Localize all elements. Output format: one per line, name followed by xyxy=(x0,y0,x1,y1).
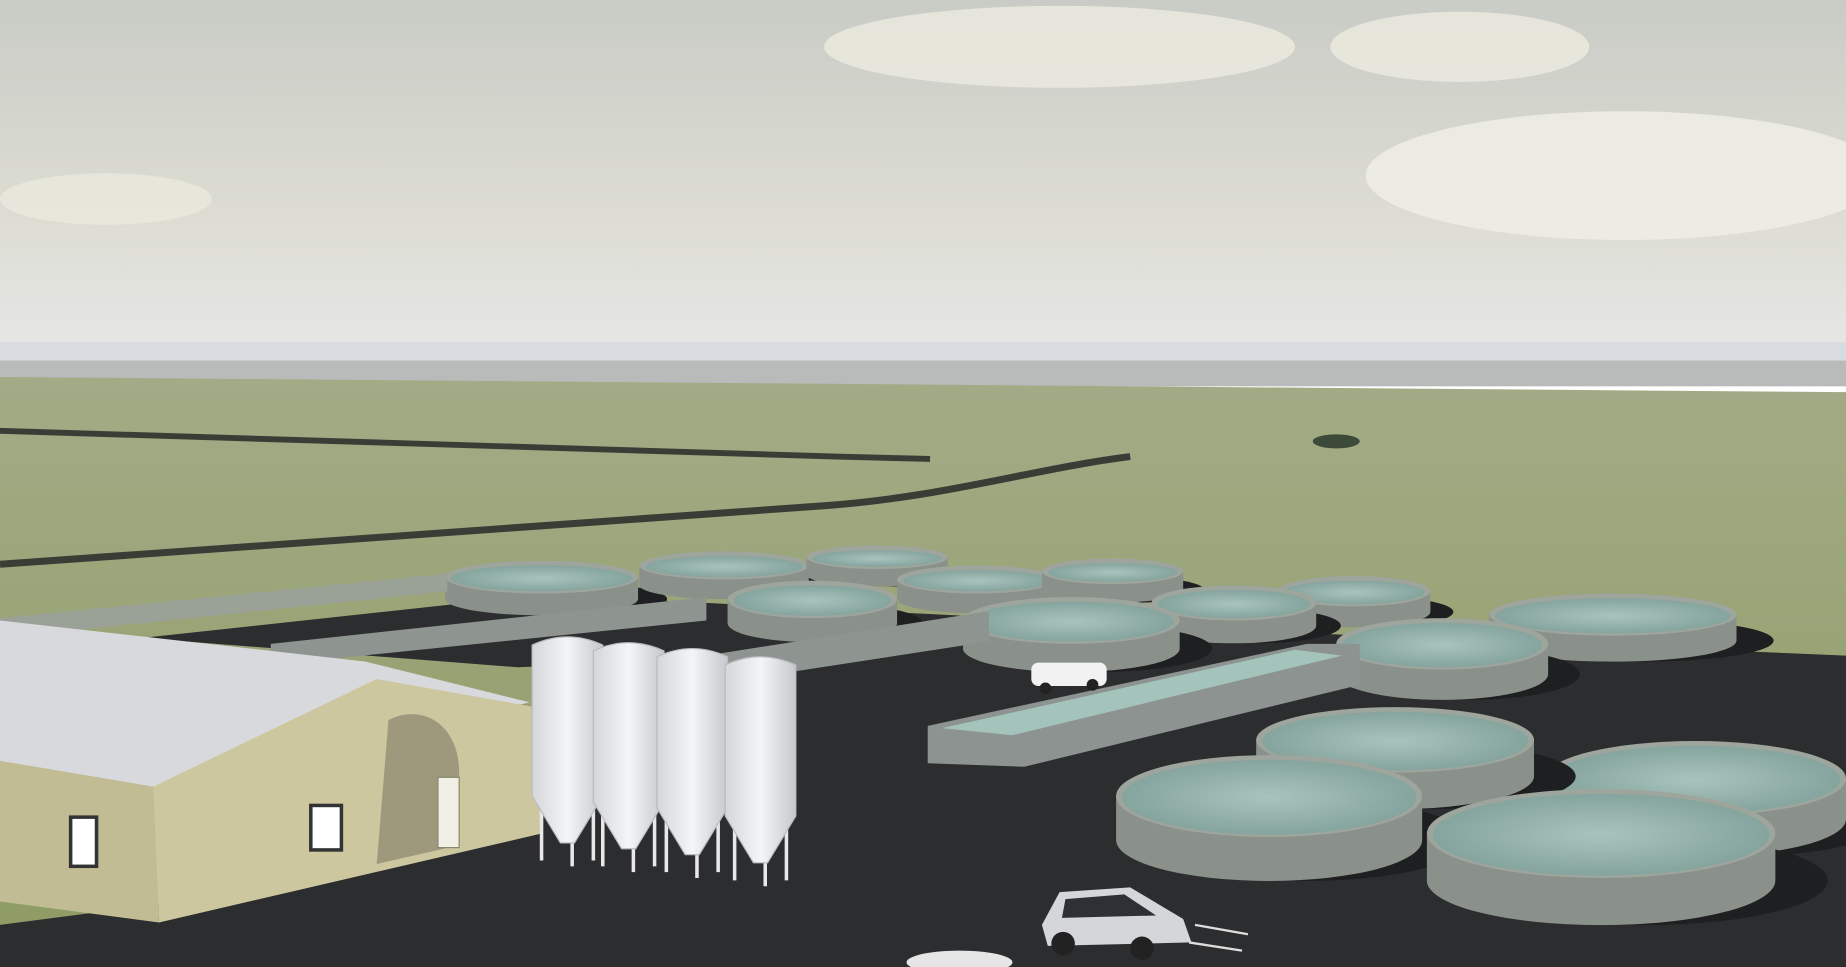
silo xyxy=(531,636,604,844)
silo xyxy=(592,642,665,850)
car-window xyxy=(1061,894,1157,918)
tank-water xyxy=(1283,580,1425,605)
tank-water xyxy=(1432,793,1770,876)
cloud xyxy=(1330,11,1590,82)
car xyxy=(906,950,1013,967)
cloud xyxy=(1365,111,1846,240)
tank-water xyxy=(1342,622,1543,668)
pickup-truck xyxy=(1031,662,1107,695)
tank-water xyxy=(1121,759,1417,835)
tank-field xyxy=(445,545,1846,926)
raceway xyxy=(270,597,707,665)
dirt-road xyxy=(0,427,931,462)
tank-water xyxy=(733,585,892,616)
tank-water xyxy=(450,565,633,592)
raceway-water xyxy=(941,649,1343,736)
cloud xyxy=(0,173,212,225)
silo xyxy=(724,656,797,864)
dirt-road xyxy=(0,453,1131,568)
tank-water xyxy=(1262,711,1529,771)
tank-water xyxy=(1495,598,1731,634)
tank-water xyxy=(645,556,803,578)
raceway xyxy=(0,573,448,639)
parking-line xyxy=(1188,923,1249,952)
cloud xyxy=(824,5,1296,88)
truck-body xyxy=(1031,662,1107,687)
wheel xyxy=(1039,682,1052,695)
window xyxy=(309,803,344,852)
tank-water xyxy=(1157,590,1311,619)
car xyxy=(1041,887,1192,960)
tank-water xyxy=(1047,563,1178,582)
horizon-haze xyxy=(0,341,1846,363)
tank-water xyxy=(812,550,942,567)
wheel xyxy=(1086,679,1099,691)
tank-water xyxy=(902,570,1052,592)
wheel xyxy=(1051,931,1075,956)
window xyxy=(68,815,99,869)
pond xyxy=(1312,434,1360,449)
silo-group xyxy=(531,636,797,887)
door xyxy=(437,776,460,849)
silo xyxy=(656,648,729,856)
tank-water xyxy=(968,601,1174,642)
building-roof xyxy=(0,620,530,787)
wheel xyxy=(1130,936,1154,960)
